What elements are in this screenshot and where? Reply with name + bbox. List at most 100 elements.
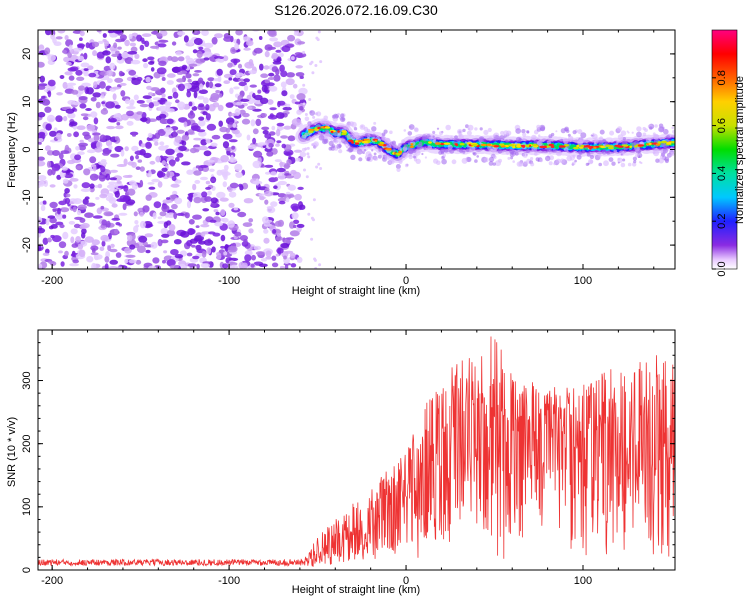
signal-halo bbox=[396, 167, 401, 172]
noise-blob bbox=[192, 49, 198, 54]
signal-halo bbox=[499, 135, 505, 141]
noise-blob bbox=[222, 181, 227, 188]
signal-halo bbox=[559, 158, 565, 164]
signal-halo bbox=[552, 148, 557, 153]
noise-blob bbox=[215, 211, 220, 216]
noise-blob bbox=[38, 160, 46, 167]
noise-blob bbox=[163, 127, 173, 133]
noise-blob bbox=[59, 224, 65, 229]
noise-blob bbox=[155, 33, 163, 37]
signal-halo bbox=[632, 156, 638, 161]
signal-halo bbox=[363, 148, 367, 152]
x-tick-label: -200 bbox=[41, 275, 63, 287]
noise-blob bbox=[60, 261, 65, 267]
noise-blob bbox=[70, 228, 78, 235]
noise-blob bbox=[281, 90, 288, 97]
noise-blob bbox=[50, 33, 56, 40]
signal-halo bbox=[345, 135, 348, 138]
signal-halo bbox=[362, 151, 365, 155]
signal-halo bbox=[510, 156, 514, 160]
noise-blob bbox=[104, 256, 110, 263]
signal-halo bbox=[636, 131, 642, 138]
noise-blob bbox=[316, 38, 320, 42]
noise-blob bbox=[298, 204, 306, 210]
signal-halo bbox=[512, 160, 515, 163]
noise-blob bbox=[64, 197, 71, 204]
signal-halo bbox=[321, 138, 328, 145]
noise-blob bbox=[262, 216, 269, 224]
noise-blob bbox=[137, 159, 143, 163]
noise-blob bbox=[232, 129, 240, 135]
signal-halo bbox=[340, 113, 345, 118]
noise-blob bbox=[296, 109, 302, 115]
noise-blob bbox=[277, 219, 284, 227]
noise-blob bbox=[119, 195, 129, 203]
signal-halo bbox=[311, 143, 315, 147]
noise-blob bbox=[217, 104, 224, 112]
signal-halo bbox=[398, 159, 403, 164]
noise-blob bbox=[100, 94, 105, 99]
noise-blob bbox=[107, 192, 114, 198]
noise-blob bbox=[160, 228, 169, 235]
noise-blob bbox=[263, 65, 270, 70]
noise-blob bbox=[210, 178, 216, 182]
signal-hotspot bbox=[314, 127, 318, 130]
noise-blob bbox=[47, 54, 56, 62]
signal-halo bbox=[415, 136, 420, 142]
noise-blob bbox=[161, 77, 166, 81]
signal-halo bbox=[328, 140, 334, 146]
noise-blob bbox=[69, 121, 78, 127]
noise-blob bbox=[72, 47, 83, 52]
signal-hotspot bbox=[357, 139, 363, 143]
signal-halo bbox=[466, 130, 472, 136]
noise-blob bbox=[162, 259, 166, 264]
signal-halo bbox=[652, 148, 655, 151]
noise-blob bbox=[211, 246, 216, 253]
signal-halo bbox=[633, 160, 637, 164]
noise-blob bbox=[166, 259, 176, 267]
noise-blob bbox=[92, 215, 103, 219]
noise-blob bbox=[251, 254, 256, 261]
signal-halo bbox=[563, 138, 569, 144]
noise-blob bbox=[114, 228, 119, 235]
signal-halo bbox=[423, 147, 426, 151]
noise-blob bbox=[104, 40, 109, 47]
noise-blob bbox=[202, 51, 213, 58]
snr-frame bbox=[37, 329, 676, 571]
noise-blob bbox=[129, 102, 134, 107]
x-tick-label: 0 bbox=[403, 575, 409, 587]
noise-blob bbox=[305, 175, 309, 179]
noise-blob bbox=[188, 219, 195, 225]
noise-blob bbox=[148, 169, 152, 178]
noise-blob bbox=[281, 143, 287, 149]
noise-blob bbox=[106, 184, 117, 189]
noise-blob bbox=[47, 215, 56, 219]
signal-halo bbox=[338, 149, 343, 154]
signal-halo bbox=[555, 130, 558, 133]
signal-halo bbox=[546, 140, 552, 145]
signal-halo bbox=[622, 137, 627, 141]
noise-blob bbox=[76, 76, 85, 82]
signal-halo bbox=[505, 139, 509, 143]
noise-blob bbox=[128, 33, 133, 40]
signal-halo bbox=[560, 128, 566, 134]
noise-blob bbox=[64, 250, 69, 257]
signal-hotspot bbox=[443, 142, 451, 145]
signal-halo bbox=[556, 150, 562, 157]
noise-blob bbox=[72, 259, 79, 264]
signal-halo bbox=[465, 148, 470, 153]
signal-halo bbox=[304, 116, 310, 122]
x-tick-label: 0 bbox=[403, 275, 409, 287]
noise-blob bbox=[307, 155, 311, 159]
noise-blob bbox=[68, 75, 75, 81]
noise-blob bbox=[72, 206, 77, 213]
noise-blob bbox=[80, 188, 91, 193]
signal-halo bbox=[523, 160, 528, 165]
signal-halo bbox=[636, 126, 642, 132]
noise-blob bbox=[58, 250, 63, 254]
noise-blob bbox=[200, 139, 208, 146]
noise-blob bbox=[92, 164, 97, 172]
noise-blob bbox=[38, 138, 44, 142]
